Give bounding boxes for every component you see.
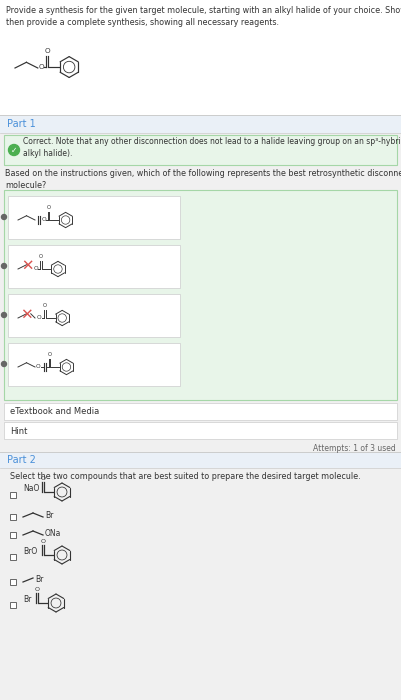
Text: Br: Br (23, 595, 31, 604)
Bar (8, 196, 180, 239)
Bar (10, 492, 16, 498)
Text: O: O (43, 303, 47, 308)
Text: NaO: NaO (23, 484, 39, 493)
Text: O: O (36, 364, 41, 369)
Bar (0, 115, 401, 133)
Text: ONa: ONa (45, 529, 61, 538)
Bar (0, 452, 401, 468)
Circle shape (2, 312, 6, 318)
Text: Correct. Note that any other disconnection does not lead to a halide leaving gro: Correct. Note that any other disconnecti… (23, 137, 401, 158)
Text: O: O (47, 352, 51, 357)
Text: ✓: ✓ (11, 146, 17, 155)
Bar (4, 190, 397, 400)
Bar (0, 0, 401, 120)
Text: Select the two compounds that are best suited to prepare the desired target mole: Select the two compounds that are best s… (10, 472, 360, 481)
Bar (4, 403, 397, 420)
Text: BrO: BrO (23, 547, 37, 556)
Bar (8, 245, 180, 288)
Bar (10, 579, 16, 585)
Circle shape (8, 144, 20, 155)
Text: O: O (39, 254, 43, 259)
Text: O: O (45, 48, 50, 54)
Text: Provide a synthesis for the given target molecule, starting with an alkyl halide: Provide a synthesis for the given target… (6, 6, 401, 27)
Bar (10, 554, 16, 560)
Text: O: O (39, 64, 45, 70)
Text: Attempts: 1 of 3 used: Attempts: 1 of 3 used (313, 444, 396, 453)
Text: O: O (34, 587, 40, 592)
Text: O: O (37, 315, 42, 320)
Text: O: O (41, 539, 45, 544)
Text: Br: Br (35, 575, 43, 584)
Circle shape (2, 214, 6, 220)
Text: Part 1: Part 1 (7, 119, 36, 129)
Bar (0, 115, 401, 600)
Text: eTextbook and Media: eTextbook and Media (10, 407, 99, 416)
Bar (8, 343, 180, 386)
Text: O: O (41, 476, 45, 481)
Text: O: O (34, 265, 38, 271)
Text: O: O (47, 205, 51, 210)
Text: Br: Br (45, 512, 53, 521)
Text: Part 2: Part 2 (7, 455, 36, 465)
Bar (4, 422, 397, 439)
Bar (10, 532, 16, 538)
Circle shape (2, 361, 6, 367)
Bar (10, 602, 16, 608)
Bar (8, 294, 180, 337)
Circle shape (2, 263, 6, 269)
Text: Based on the instructions given, which of the following represents the best retr: Based on the instructions given, which o… (5, 169, 401, 190)
Bar (4, 135, 397, 165)
Text: O: O (41, 217, 46, 222)
Text: Hint: Hint (10, 426, 27, 435)
Bar (10, 514, 16, 520)
